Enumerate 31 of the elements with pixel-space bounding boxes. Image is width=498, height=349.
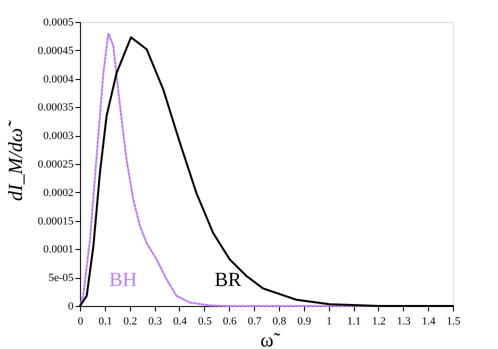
x-axis-title: ω̃ <box>260 330 281 349</box>
y-tick-label: 0.0001 <box>43 244 74 256</box>
y-tick-label: 0.0004 <box>43 73 74 86</box>
x-tick-label: 0.3 <box>148 316 162 328</box>
y-tick-label: 0.00045 <box>38 44 74 57</box>
x-tick-label: 0.6 <box>222 316 238 328</box>
x-tick-label: 0.2 <box>123 316 138 328</box>
y-tick-label: 0.00015 <box>38 215 74 228</box>
series-label: BR <box>214 269 242 291</box>
x-tick-label: 0.8 <box>272 316 287 328</box>
x-tick-label: 1.4 <box>422 316 436 328</box>
x-tick-label: 1.2 <box>372 316 386 328</box>
series-label: BH <box>109 269 137 291</box>
x-tick-label: 1 <box>326 316 332 328</box>
x-tick-label: 0.7 <box>248 316 262 328</box>
x-tick-label: 0.9 <box>297 316 312 328</box>
x-tick-label: 1.5 <box>446 316 461 328</box>
y-tick-label: 0.00025 <box>38 158 74 170</box>
y-tick-label: 0.0003 <box>43 130 74 142</box>
y-tick-label: 0.00035 <box>38 102 74 114</box>
y-tick-label: 0.0002 <box>43 186 74 199</box>
x-tick-label: 1.3 <box>396 316 412 328</box>
x-tick-label: 0 <box>78 316 84 328</box>
x-tick-label: 0.4 <box>173 316 188 328</box>
y-tick-label: 0.0005 <box>43 16 74 28</box>
x-tick-label: 1.1 <box>347 316 361 328</box>
y-tick-label: 5e-05 <box>48 272 74 284</box>
x-tick-label: 0.5 <box>198 316 212 328</box>
x-tick-label: 0.1 <box>98 316 112 328</box>
y-tick-label: 0 <box>68 300 74 312</box>
y-axis-title: dI_M/dω̃ <box>4 120 27 201</box>
